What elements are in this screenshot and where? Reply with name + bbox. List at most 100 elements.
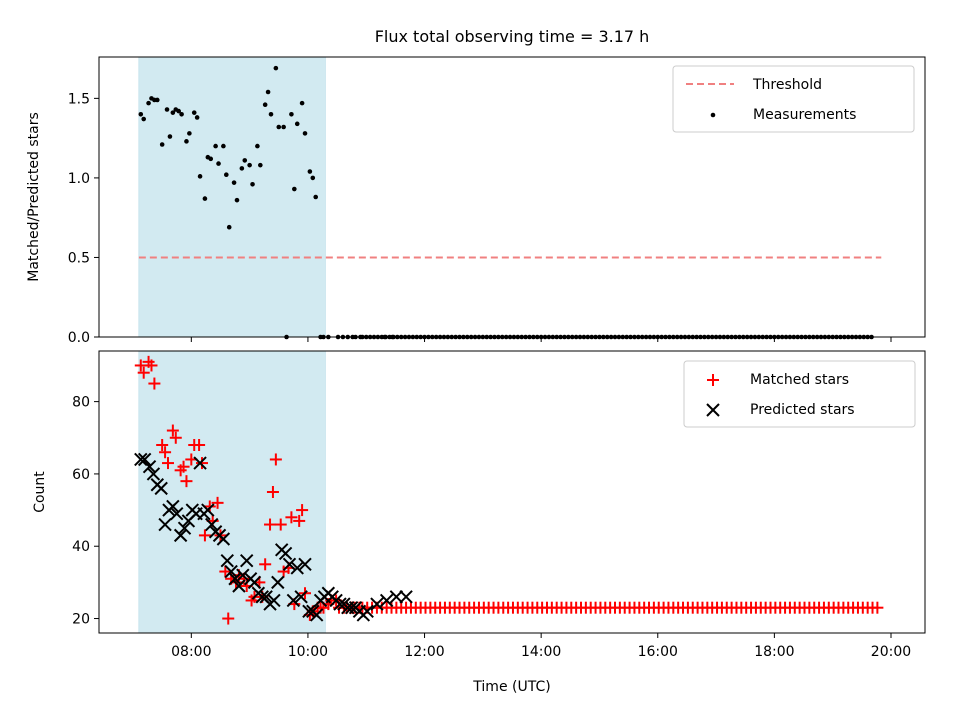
measurement-point	[268, 111, 274, 117]
bottom-axes-frame	[98, 350, 926, 634]
bottom-y-axis-label: Count	[32, 471, 48, 513]
matched-stars-point	[264, 518, 277, 531]
predicted-stars-point	[399, 590, 413, 604]
measurement-point	[281, 124, 286, 130]
matched-stars-point	[193, 439, 206, 451]
predicted-stars-point	[370, 597, 384, 611]
matched-stars-point	[296, 504, 309, 517]
matched-stars-point	[145, 359, 158, 372]
predicted-stars-point	[344, 600, 359, 615]
top-y-axis-label: Matched/Predicted stars	[26, 112, 42, 282]
top-y-tick-label: 1.5	[68, 91, 90, 107]
measurement-point	[167, 134, 173, 139]
legend-measurements-label: Measurements	[753, 107, 856, 123]
predicted-stars-point	[146, 467, 161, 481]
x-tick-label: 10:00	[288, 644, 328, 660]
predicted-stars-point	[294, 590, 308, 604]
predicted-stars-point	[224, 564, 238, 579]
matched-stars-point	[166, 424, 179, 437]
predicted-stars-point	[173, 528, 188, 543]
measurement-point	[231, 180, 237, 185]
measurement-point	[294, 121, 300, 127]
x-tick-label: 18:00	[754, 644, 794, 660]
predicted-stars-point	[228, 572, 242, 586]
matched-stars-point	[137, 366, 150, 379]
matched-stars-point	[222, 612, 235, 625]
bottom-legend: Matched stars Predicted stars	[683, 360, 916, 428]
measurement-point	[255, 143, 260, 149]
predicted-stars-point	[271, 575, 285, 590]
top-y-tick-label: 0.0	[68, 330, 90, 346]
matched-stars-point	[293, 514, 306, 527]
legend-matched-label: Matched stars	[750, 372, 849, 388]
measurement-point	[258, 162, 263, 168]
measurement-point	[221, 143, 226, 149]
top-y-tick-label: 1.0	[68, 171, 90, 187]
matched-stars-point	[180, 475, 193, 488]
predicted-stars-point	[193, 456, 207, 470]
top-shaded-span	[138, 56, 326, 338]
predicted-stars-point	[166, 499, 180, 514]
matched-stars-point	[285, 511, 298, 524]
predicted-stars-point	[333, 597, 347, 611]
measurement-point	[164, 107, 170, 112]
matched-stars-point	[134, 359, 147, 372]
measurement-point	[262, 102, 268, 108]
legend-predicted-label: Predicted stars	[750, 402, 855, 418]
matched-stars-point	[269, 453, 282, 466]
measurement-point	[170, 110, 176, 115]
measurement-point	[276, 124, 282, 130]
measurement-point	[289, 111, 294, 117]
predicted-stars-point	[158, 517, 172, 532]
measurement-point	[141, 116, 147, 122]
predicted-stars-point	[134, 452, 148, 467]
predicted-stars-point	[177, 521, 192, 535]
measurement-point	[194, 115, 200, 120]
matched-stars-point	[159, 446, 172, 459]
matched-stars-point	[871, 601, 884, 614]
measurement-point	[250, 181, 255, 187]
top-y-tick-label: 0.5	[68, 250, 90, 266]
measurement-point	[313, 194, 319, 200]
x-tick-label: 20:00	[871, 644, 911, 660]
matched-stars-point	[156, 439, 169, 451]
x-axis-label: Time (UTC)	[472, 679, 550, 695]
measurement-point	[179, 111, 184, 117]
measurement-point	[292, 186, 297, 192]
matched-stars-point	[259, 558, 272, 571]
measurement-point	[208, 156, 214, 162]
bottom-y-tick-label: 80	[72, 395, 90, 411]
measurement-point	[310, 175, 316, 181]
chart-title: Flux total observing time = 3.17 h	[375, 27, 650, 46]
x-tick-label: 16:00	[638, 644, 678, 660]
legend-measurements-swatch	[710, 112, 716, 118]
matched-stars-point	[266, 486, 279, 498]
measurement-point	[191, 110, 197, 115]
measurement-point	[224, 172, 229, 178]
predicted-stars-point	[236, 568, 250, 582]
bottom-shaded-span	[138, 350, 326, 634]
predicted-stars-point	[298, 557, 312, 572]
measurement-point	[234, 197, 240, 203]
measurement-point	[302, 131, 308, 136]
measurement-point	[184, 139, 189, 144]
measurement-point	[242, 158, 248, 163]
matched-stars-point	[169, 431, 182, 444]
matched-stars-point	[203, 500, 216, 513]
predicted-stars-point	[216, 532, 231, 546]
measurement-point	[155, 97, 160, 103]
measurement-point	[202, 196, 208, 201]
bottom-y-tick-label: 40	[72, 539, 90, 555]
predicted-stars-point	[232, 579, 246, 593]
measurement-point	[197, 174, 203, 179]
matched-stars-point	[274, 518, 287, 531]
matched-stars-point	[148, 377, 161, 390]
measurement-point	[239, 166, 245, 171]
measurement-point	[265, 89, 271, 95]
predicted-stars-point	[278, 546, 293, 561]
predicted-stars-point	[142, 459, 157, 474]
predicted-stars-point	[302, 604, 316, 619]
predicted-stars-point	[389, 590, 404, 604]
predicted-stars-point	[360, 604, 374, 619]
